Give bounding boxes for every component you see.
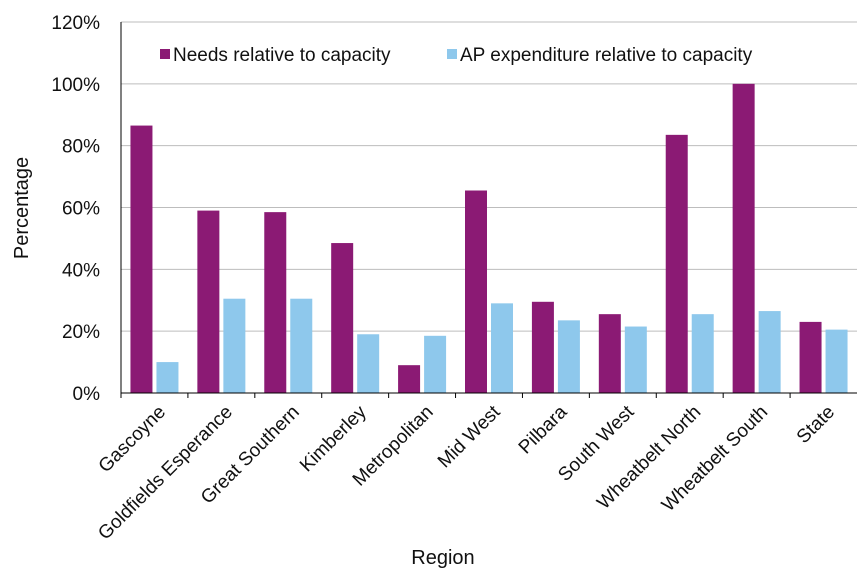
bar-ap-expenditure [156,362,179,393]
y-axis-title: Percentage [11,157,33,259]
legend: Needs relative to capacity AP expenditure… [160,45,753,66]
x-tick-label: State [793,402,839,448]
y-tick-label: 120% [51,13,100,34]
bar-needs [264,212,287,393]
bar-ap-expenditure [825,329,848,393]
y-tick-label: 100% [51,75,100,96]
legend-swatch-ap-expenditure [447,49,457,59]
x-axis-title: Region [411,547,474,569]
y-tick-label: 20% [62,322,100,343]
y-tick-label: 60% [62,199,100,220]
x-tick-label: Mid West [434,401,505,472]
legend-swatch-needs [160,49,170,59]
bar-needs [598,314,621,393]
bar-ap-expenditure [223,298,246,393]
bar-needs [531,301,554,393]
bar-ap-expenditure [424,335,447,393]
y-tick-label: 40% [62,260,100,281]
bar-needs [732,83,755,393]
bar-needs [130,125,153,393]
bars [130,83,848,394]
bar-needs [665,134,688,394]
bar-needs [197,210,220,393]
bar-needs [398,365,421,393]
y-tick-label: 0% [73,384,101,405]
bar-ap-expenditure [758,311,781,393]
bar-needs [331,243,354,393]
bar-needs [799,321,822,393]
bar-needs [465,190,487,393]
bar-ap-expenditure [290,298,313,393]
y-tick-labels: 0% 20% 40% 60% 80% 100% 120% [51,13,100,405]
bar-ap-expenditure [691,314,714,393]
x-tick-label: Goldfields Esperance [94,402,237,545]
bar-ap-expenditure [557,320,580,393]
legend-label-ap-expenditure: AP expenditure relative to capacity [460,45,753,66]
axes [120,22,857,394]
bar-ap-expenditure [491,303,513,393]
bar-ap-expenditure [624,326,647,393]
legend-label-needs: Needs relative to capacity [173,45,391,66]
bar-ap-expenditure [357,334,380,393]
x-tick-label: Pilbara [515,401,572,458]
y-tick-label: 80% [62,137,100,158]
